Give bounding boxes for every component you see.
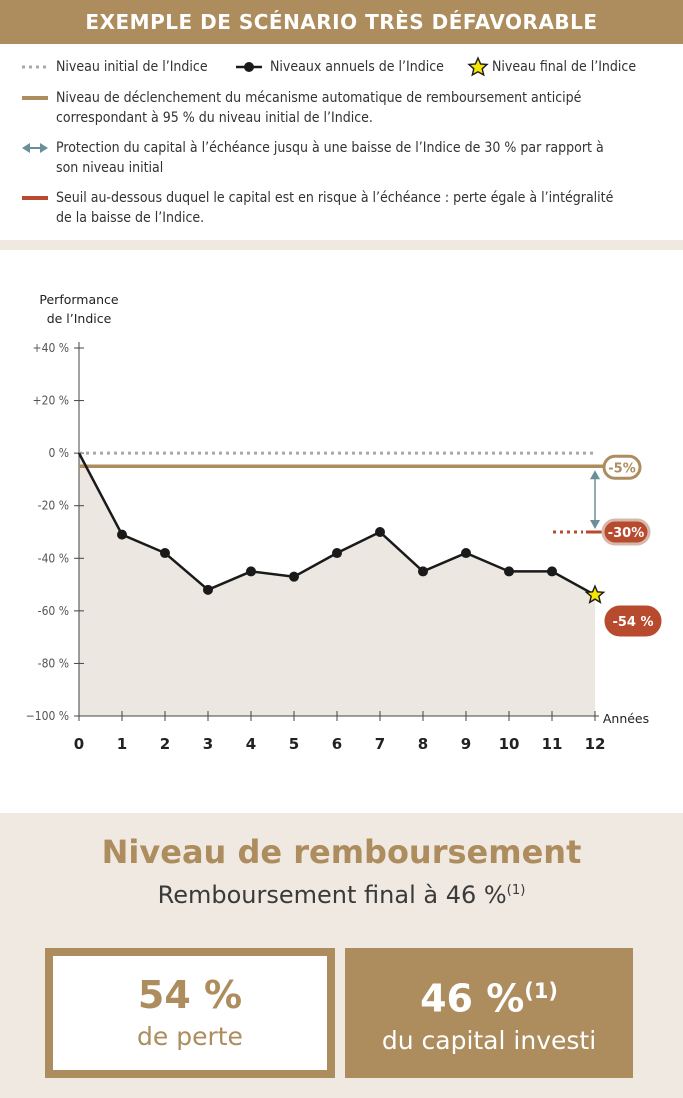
- legend-protection-label-line1: Protection du capital à l’échéance jusqu…: [56, 140, 604, 156]
- summary-title: Niveau de remboursement: [101, 833, 582, 871]
- x-tick-label: 7: [375, 735, 385, 753]
- y-tick-label: -60 %: [38, 604, 69, 618]
- index-point: [461, 548, 471, 559]
- protection-arrow-head-down: [590, 520, 600, 529]
- capital-box: 46 %(1) du capital investi: [345, 948, 633, 1078]
- y-tick-label: -40 %: [38, 551, 69, 565]
- y-tick-label: -20 %: [38, 499, 69, 513]
- legend-trigger-label-line2: correspondant à 95 % du niveau initial d…: [56, 110, 373, 126]
- chart: +40 % +20 % 0 % -20 % -40 % -60 % -80 % −100 % 0…: [0, 250, 683, 813]
- capital-value-wrap: 46 %(1): [420, 969, 558, 1021]
- chart-svg: +40 % +20 % 0 % -20 % -40 % -60 % -80 % −100 % 0…: [26, 292, 662, 753]
- index-point: [117, 529, 127, 540]
- summary-subtitle: Remboursement final à 46 %(1): [0, 881, 683, 909]
- index-point: [418, 566, 428, 577]
- y-tick-label: 0 %: [48, 446, 69, 460]
- y-tick-label: +20 %: [33, 394, 69, 408]
- x-tick-label: 6: [332, 735, 342, 753]
- legend-annual-dot-icon: [244, 62, 254, 72]
- index-point: [203, 584, 213, 595]
- loss-box: 54 % de perte: [45, 948, 335, 1078]
- legend-final-label: Niveau final de l’Indice: [492, 59, 637, 75]
- protection-arrow-head-up: [590, 470, 600, 480]
- legend-symbols: [22, 56, 489, 200]
- loss-box-inner: 54 % de perte: [53, 956, 327, 1070]
- y-tick-label: +40 %: [33, 341, 69, 355]
- x-tick-label: 4: [246, 735, 256, 753]
- legend-protection-label-line2: son niveau initial: [56, 160, 164, 176]
- badge-threshold: -30%: [608, 526, 645, 541]
- capital-label: du capital investi: [381, 1025, 597, 1055]
- badge-trigger-shape: [602, 454, 642, 480]
- legend-initial-label: Niveau initial de l’Indice: [56, 59, 208, 75]
- separator-band: [0, 240, 683, 250]
- legend-final-star-icon: [467, 56, 489, 77]
- index-point: [504, 566, 514, 577]
- legend-annual-label: Niveaux annuels de l’Indice: [270, 59, 444, 75]
- page-title: EXEMPLE DE SCÉNARIO TRÈS DÉFAVORABLE: [0, 0, 683, 44]
- legend-threshold-label-line1: Seuil au-dessous duquel le capital est e…: [56, 190, 614, 206]
- summary-panel: Niveau de remboursement Remboursement fi…: [0, 813, 683, 1098]
- area-under-curve: [79, 453, 595, 716]
- index-point: [289, 571, 299, 582]
- badge-trigger: -5%: [608, 461, 635, 476]
- badge-threshold-shape: [601, 518, 651, 546]
- index-point: [332, 548, 342, 559]
- page-title-text: EXEMPLE DE SCÉNARIO TRÈS DÉFAVORABLE: [85, 10, 598, 34]
- legend-protection-arrow-left: [22, 143, 30, 153]
- capital-value-note: (1): [524, 979, 558, 1004]
- x-tick-label: 2: [160, 735, 170, 753]
- index-point: [160, 548, 170, 559]
- x-axis-label: Années: [603, 711, 649, 726]
- legend: Niveau initial de l’Indice Niveaux annue…: [0, 44, 683, 246]
- index-point: [547, 566, 557, 577]
- x-tick-label: 8: [418, 735, 428, 753]
- y-axis-label-line2: de l’Indice: [47, 311, 112, 326]
- y-axis-label-line1: Performance: [39, 292, 119, 307]
- x-tick-label: 3: [203, 735, 213, 753]
- summary-subtitle-text: Remboursement final à 46 %: [157, 881, 507, 909]
- capital-value: 46 %: [420, 976, 525, 1021]
- final-star-icon: [584, 584, 606, 604]
- legend-trigger-label-line1: Niveau de déclenchement du mécanisme aut…: [56, 90, 582, 106]
- y-tick-label: −100 %: [26, 709, 69, 723]
- x-tick-label: 11: [542, 735, 563, 753]
- index-point: [246, 566, 256, 577]
- x-tick-label: 5: [289, 735, 299, 753]
- badge-final-shape: [604, 605, 662, 637]
- loss-value: 54 %: [137, 973, 243, 1017]
- badge-final: -54 %: [612, 615, 653, 630]
- x-tick-label: 12: [585, 735, 606, 753]
- legend-protection-arrow-right: [40, 143, 48, 153]
- x-tick-label: 9: [461, 735, 471, 753]
- y-tick-label: -80 %: [38, 656, 69, 670]
- x-tick-label: 10: [499, 735, 520, 753]
- legend-threshold-label-line2: de la baisse de l’Indice.: [56, 210, 205, 226]
- index-point: [375, 527, 385, 537]
- loss-label: de perte: [137, 1022, 243, 1051]
- x-tick-label: 1: [117, 735, 127, 753]
- x-tick-label: 0: [74, 735, 84, 753]
- summary-subtitle-note: (1): [506, 883, 526, 898]
